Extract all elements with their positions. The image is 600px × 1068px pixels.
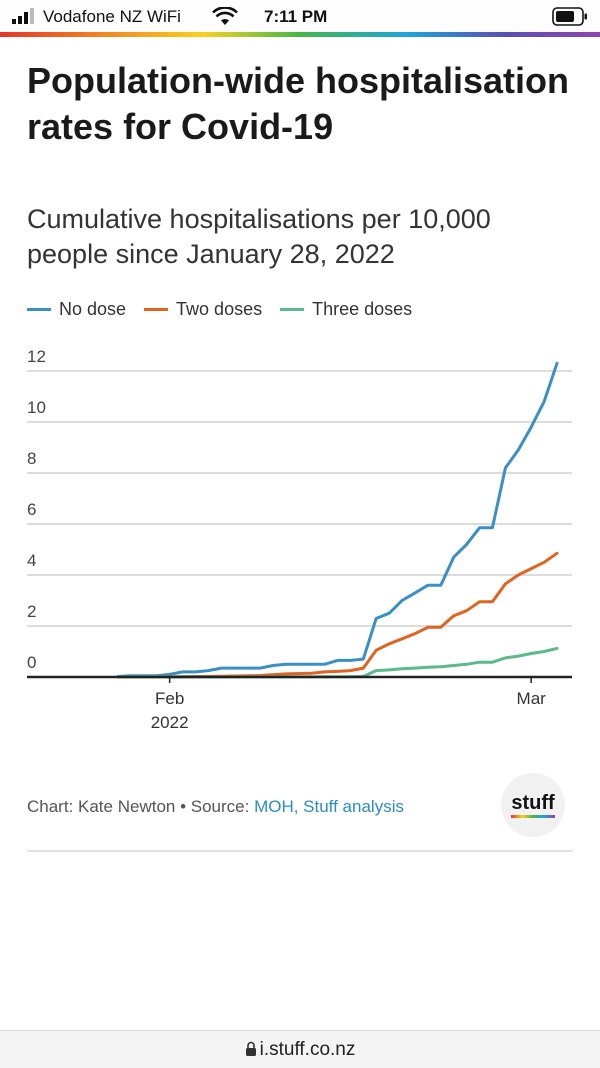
legend-item-two-doses: Two doses <box>144 299 262 320</box>
legend-swatch-three-doses <box>280 307 305 311</box>
footer-divider <box>27 850 573 852</box>
browser-url-bar[interactable]: i.stuff.co.nz <box>0 1030 600 1068</box>
chart-legend: No dose Two doses Three doses <box>27 297 430 321</box>
y-tick-label-10: 10 <box>27 398 46 417</box>
x-tick-label-mar: Mar <box>517 689 547 708</box>
x-tick-sublabel-feb: 2022 <box>151 713 189 732</box>
series-line-no-dose <box>116 361 559 678</box>
y-tick-label-2: 2 <box>27 602 36 621</box>
legend-swatch-two-doses <box>144 307 169 311</box>
chart-credit: Chart: Kate Newton • Source: <box>27 797 255 816</box>
carrier-name: Vodafone NZ WiFi <box>43 7 181 26</box>
url-domain: i.stuff.co.nz <box>259 1039 356 1060</box>
y-tick-label-6: 6 <box>27 500 36 519</box>
chart-footer: Chart: Kate Newton • Source: MOH, Stuff … <box>27 797 404 817</box>
y-tick-label-8: 8 <box>27 449 36 468</box>
line-chart: 0 2 4 6 8 10 12 Feb 2022 Mar <box>27 347 572 732</box>
source-link[interactable]: MOH, Stuff analysis <box>254 797 404 816</box>
y-tick-label-12: 12 <box>27 347 46 366</box>
y-tick-label-4: 4 <box>27 551 36 570</box>
signal-strength-icon <box>12 8 34 24</box>
series-line-two-doses <box>116 551 559 679</box>
legend-label-no-dose: No dose <box>59 298 127 319</box>
rainbow-accent-bar <box>0 32 600 37</box>
lock-icon <box>245 1041 256 1056</box>
chart-subtitle: Cumulative hospitalisations per 10,000 p… <box>27 204 491 269</box>
x-tick-label-feb: Feb <box>155 689 184 708</box>
stuff-logo-rainbow <box>511 814 555 818</box>
legend-label-three-doses: Three doses <box>312 298 413 319</box>
battery-icon <box>552 7 587 26</box>
series-line-three-doses <box>116 646 559 679</box>
legend-label-two-doses: Two doses <box>176 298 263 319</box>
chart-title: Population-wide hospitalisation rates fo… <box>27 60 570 147</box>
status-time: 7:11 PM <box>264 7 328 26</box>
y-tick-label-0: 0 <box>27 653 36 672</box>
wifi-icon <box>212 7 238 25</box>
status-bar: Vodafone NZ WiFi 7:11 PM <box>0 0 600 34</box>
stuff-logo[interactable]: stuff <box>501 773 565 837</box>
legend-item-three-doses: Three doses <box>280 299 412 320</box>
legend-swatch-no-dose <box>27 307 51 311</box>
stuff-logo-text: stuff <box>511 791 555 814</box>
legend-item-no-dose: No dose <box>27 299 126 320</box>
